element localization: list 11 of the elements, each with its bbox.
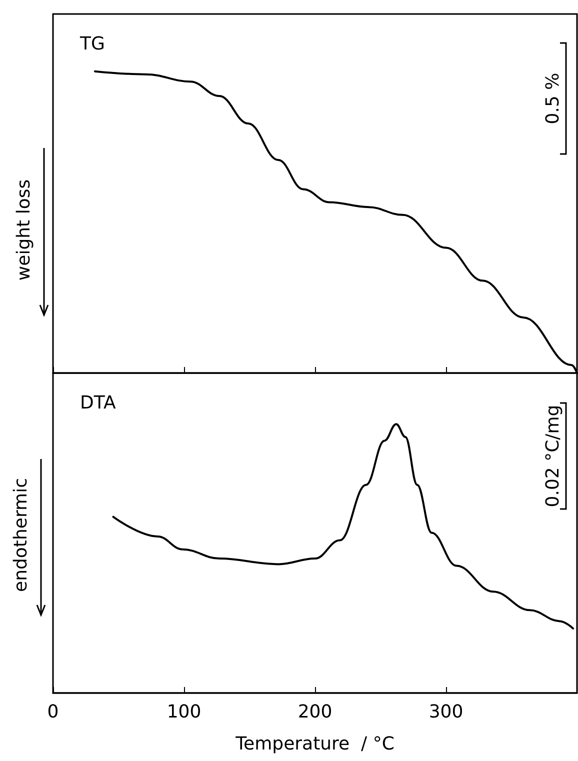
annotation: 0.5 % bbox=[542, 72, 564, 124]
y-axis-title: endothermic bbox=[10, 478, 32, 592]
y-axis-title: weight loss bbox=[14, 179, 34, 281]
chart-title: TG bbox=[79, 34, 105, 54]
x-tick-label: 300 bbox=[428, 702, 464, 722]
x-axis-title: Temperature / °C bbox=[234, 734, 394, 754]
annotation: 0.02 °C/mg bbox=[542, 404, 564, 508]
x-tick-label: 200 bbox=[298, 702, 332, 722]
x-tick-label: 0 bbox=[47, 702, 59, 722]
chart-title: DTA bbox=[80, 392, 116, 414]
x-tick-label: 100 bbox=[166, 702, 202, 722]
